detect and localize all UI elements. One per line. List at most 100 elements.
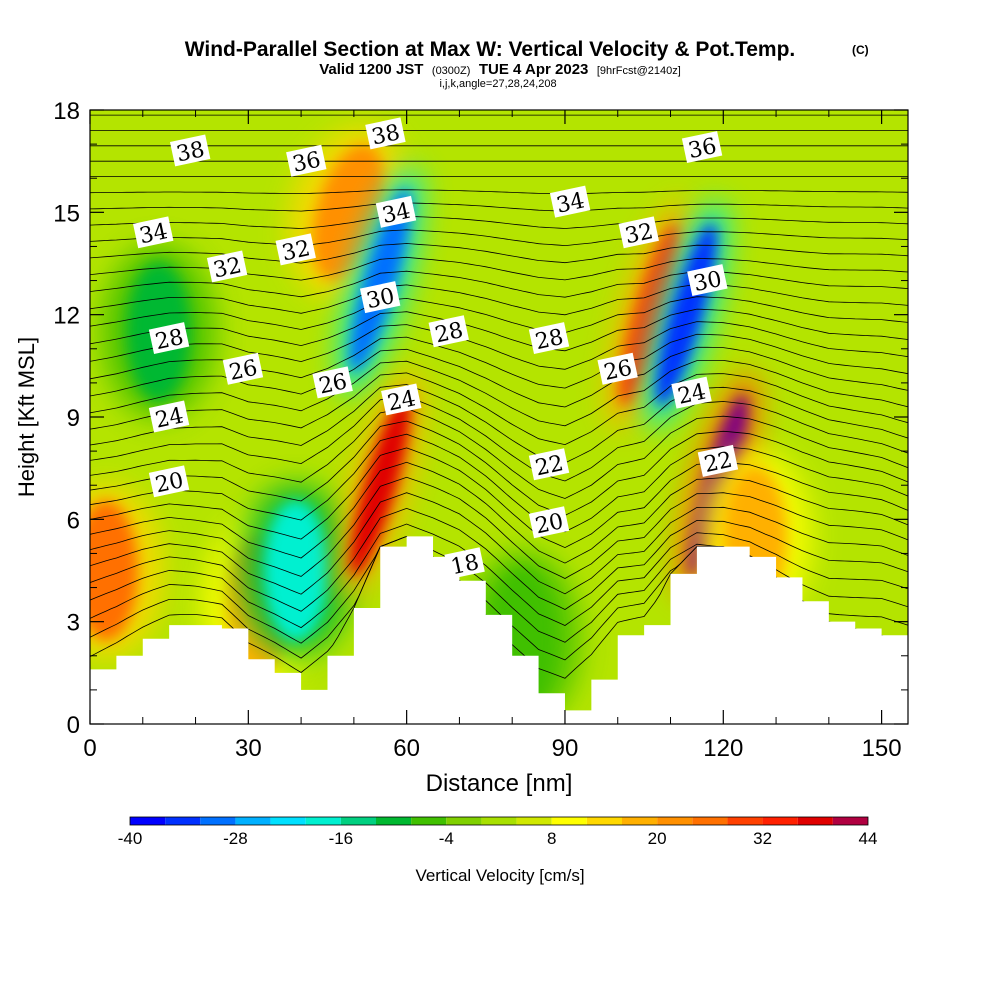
- isentrope-label-text: 26: [602, 356, 635, 386]
- isentrope-label: 34: [549, 185, 591, 219]
- chart-title: Wind-Parallel Section at Max W: Vertical…: [185, 38, 796, 61]
- isentrope-label: 28: [428, 315, 469, 348]
- isentrope-label: 30: [359, 281, 401, 314]
- isentrope-label-text: 28: [433, 318, 466, 348]
- isentrope-line: [90, 308, 908, 352]
- colorbar-tick-label: -4: [439, 829, 454, 848]
- vv-feature-6: [337, 370, 424, 600]
- isentrope-line: [90, 461, 908, 564]
- y-tick-label: 6: [67, 507, 80, 534]
- grid-indices: i,j,k,angle=27,28,24,208: [439, 78, 556, 90]
- isentrope-line: [90, 229, 908, 247]
- x-tick-label: 30: [235, 735, 262, 762]
- isentrope-label-text: 36: [686, 134, 719, 164]
- x-tick-label: 90: [552, 735, 579, 762]
- colorbar-swatch: [692, 817, 728, 825]
- isentrope-label: 20: [148, 465, 190, 498]
- isentrope-line: [90, 202, 908, 212]
- colorbar-swatch: [727, 817, 763, 825]
- isentrope-lines: [90, 114, 908, 679]
- isentrope-label-text: 24: [676, 379, 709, 409]
- isentrope-label-text: 38: [174, 137, 207, 167]
- isentrope-label: 22: [528, 448, 570, 481]
- y-tick-label: 3: [67, 610, 80, 637]
- colorbar-swatch: [622, 817, 658, 825]
- isentrope-label: 26: [222, 352, 264, 386]
- isentrope-label: 32: [206, 250, 248, 284]
- colorbar-swatch: [340, 817, 376, 825]
- isentrope-label-text: 24: [385, 386, 418, 416]
- valid-time-line: Valid 1200 JST (0300Z) TUE 4 Apr 2023 [9…: [319, 61, 681, 78]
- isentrope-label: 26: [312, 366, 353, 399]
- y-tick-label: 15: [53, 200, 80, 227]
- isentrope-label: 24: [381, 383, 422, 417]
- colorbar-swatch: [586, 817, 622, 825]
- colorbar-tick-label: -28: [223, 829, 248, 848]
- x-tick-label: 60: [393, 735, 420, 762]
- colorbar-swatch: [305, 817, 341, 825]
- isentrope-label-text: 20: [153, 468, 186, 498]
- isentrope-label: 22: [697, 444, 739, 478]
- isentrope-label-text: 32: [623, 219, 656, 249]
- isentrope-label: 24: [671, 376, 712, 410]
- colorbar-frame: [129, 816, 869, 826]
- colorbar-swatch: [551, 817, 587, 825]
- isentrope-label-text: 36: [290, 147, 323, 177]
- isentrope-line: [90, 507, 908, 612]
- colorbar-tick-label: -40: [118, 829, 143, 848]
- isentrope-label-text: 28: [533, 325, 566, 355]
- colorbar-swatch: [516, 817, 552, 825]
- colorbar: -40 -28 -16 -4 8 20 32 44: [118, 816, 878, 848]
- isentrope-label: 20: [528, 506, 570, 539]
- colorbar-swatch: [657, 817, 693, 825]
- y-tick-label: 18: [53, 98, 80, 125]
- colorbar-swatch: [411, 817, 447, 825]
- isentrope-label-text: 18: [449, 550, 482, 580]
- isentrope-line: [90, 346, 908, 408]
- colorbar-tick-label: 32: [753, 829, 772, 848]
- isentrope-line: [90, 283, 908, 316]
- colorbar-swatch: [165, 817, 201, 825]
- isentrope-label: 38: [365, 117, 406, 150]
- isentrope-label: 30: [687, 264, 728, 297]
- isentrope-line: [90, 420, 908, 516]
- isentrope-line: [90, 433, 908, 533]
- vv-feature-0: [90, 483, 164, 658]
- isentrope-label-text: 32: [211, 253, 244, 283]
- isentrope-line: [90, 360, 908, 427]
- y-tick-label: 9: [67, 405, 80, 432]
- isentrope-label: 26: [597, 352, 638, 386]
- colorbar-swatch: [200, 817, 236, 825]
- valid-utc: (0300Z): [432, 65, 471, 77]
- isentrope-label-text: 22: [533, 451, 566, 481]
- forecast-info: [9hrFcst@2140z]: [597, 65, 681, 77]
- colorbar-tick-label: 44: [859, 829, 878, 848]
- terrain-mask: [90, 536, 908, 724]
- colorbar-swatch: [446, 817, 482, 825]
- isentrope-label: 32: [618, 216, 659, 249]
- x-tick-label: 120: [703, 735, 743, 762]
- isentrope-label-text: 30: [691, 267, 724, 297]
- isentrope-label-text: 30: [364, 284, 397, 314]
- isentrope-label-text: 28: [153, 325, 186, 355]
- isentrope-line: [90, 408, 908, 499]
- valid-date: TUE 4 Apr 2023: [479, 61, 589, 78]
- colorbar-swatch: [235, 817, 271, 825]
- valid-prefix: Valid 1200 JST: [319, 61, 423, 78]
- isentrope-label: 28: [528, 322, 570, 355]
- isentrope-label: 36: [286, 144, 327, 178]
- x-tick-label: 150: [862, 735, 902, 762]
- isentrope-line: [90, 189, 908, 195]
- isentrope-label: 18: [444, 547, 485, 580]
- x-axis: 0 30 60 90 120 150: [83, 110, 902, 762]
- colorbar-swatch: [481, 817, 517, 825]
- copyright-mark: (C): [852, 43, 869, 57]
- isentrope-label: 28: [148, 322, 190, 355]
- colorbar-tick-label: 20: [648, 829, 667, 848]
- isentrope-line: [90, 384, 908, 464]
- colorbar-swatch: [762, 817, 798, 825]
- isentrope-label-text: 26: [227, 356, 260, 386]
- isentrope-label-text: 20: [533, 509, 566, 539]
